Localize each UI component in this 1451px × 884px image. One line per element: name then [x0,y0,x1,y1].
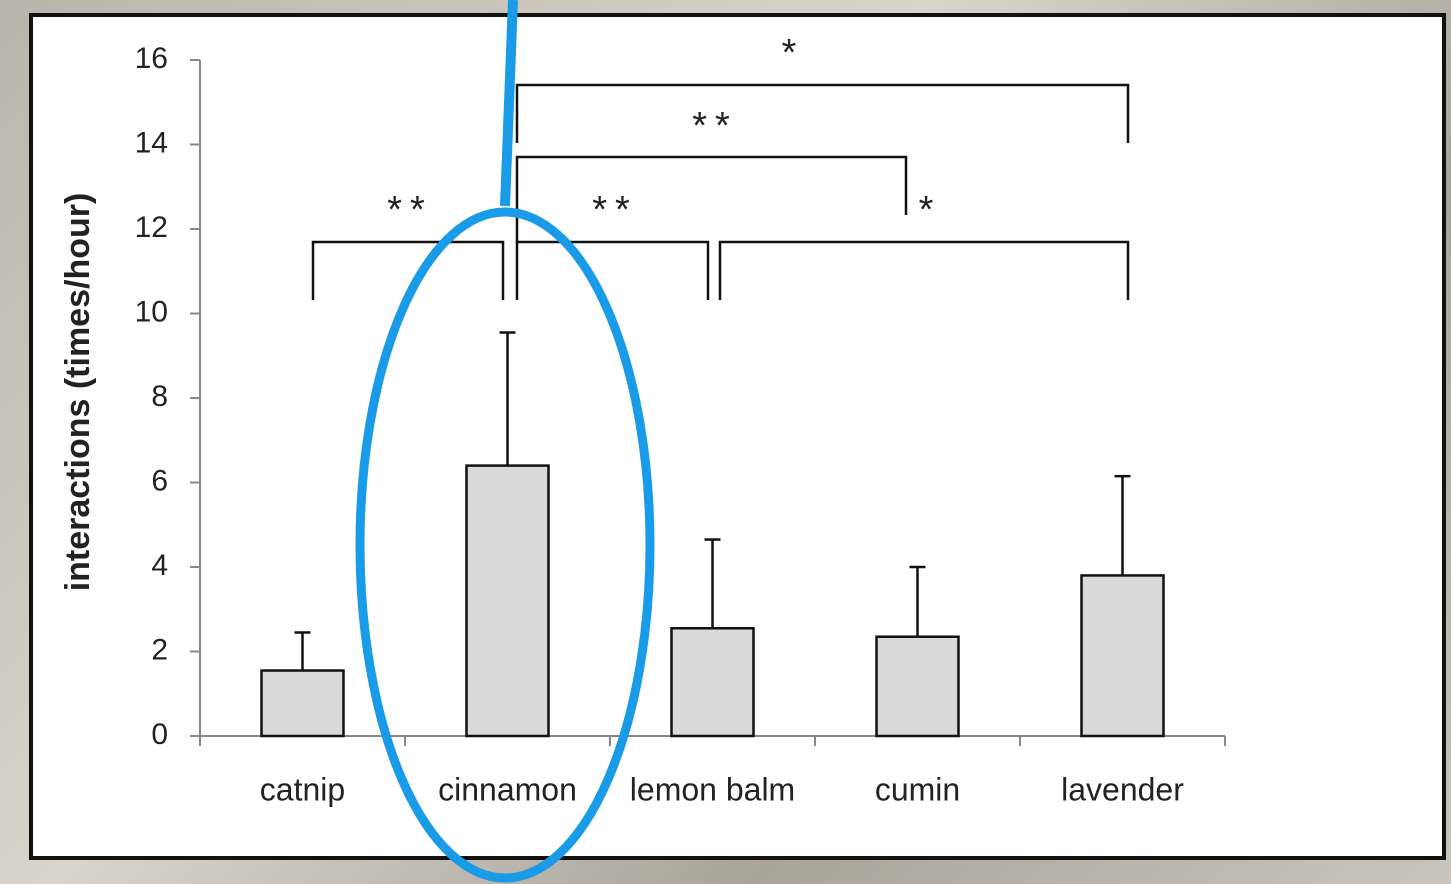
y-tick-label: 6 [151,464,168,497]
significance-label: * [782,32,805,74]
bar [672,628,754,736]
x-tick-label: cinnamon [438,771,577,807]
y-tick-label: 0 [151,718,168,751]
y-tick-label: 8 [151,380,168,413]
significance-label: ** [592,189,638,231]
y-tick-label: 2 [151,633,168,666]
y-tick-label: 16 [135,42,168,75]
x-tick-label: cumin [875,771,960,807]
x-tick-label: lavender [1061,771,1184,807]
y-tick-label: 12 [135,211,168,244]
page: interactions (times/hour) 0 2 4 6 8 10 12 14 16 c… [0,0,1451,884]
bar [1082,575,1164,736]
significance-label: ** [692,105,738,147]
x-tick-label: lemon balm [630,771,795,807]
y-tick-label: 14 [135,126,168,159]
y-tick-label: 4 [151,549,168,582]
x-tick-label: catnip [260,771,345,807]
y-axis-label: interactions (times/hour) [59,193,97,592]
bar [877,637,959,736]
significance-label: ** [387,189,433,231]
y-tick-label: 10 [135,295,168,328]
bar [467,466,549,736]
chart: interactions (times/hour) 0 2 4 6 8 10 12 14 16 c… [0,0,1451,884]
bar [262,671,344,736]
significance-label: * [919,189,942,231]
